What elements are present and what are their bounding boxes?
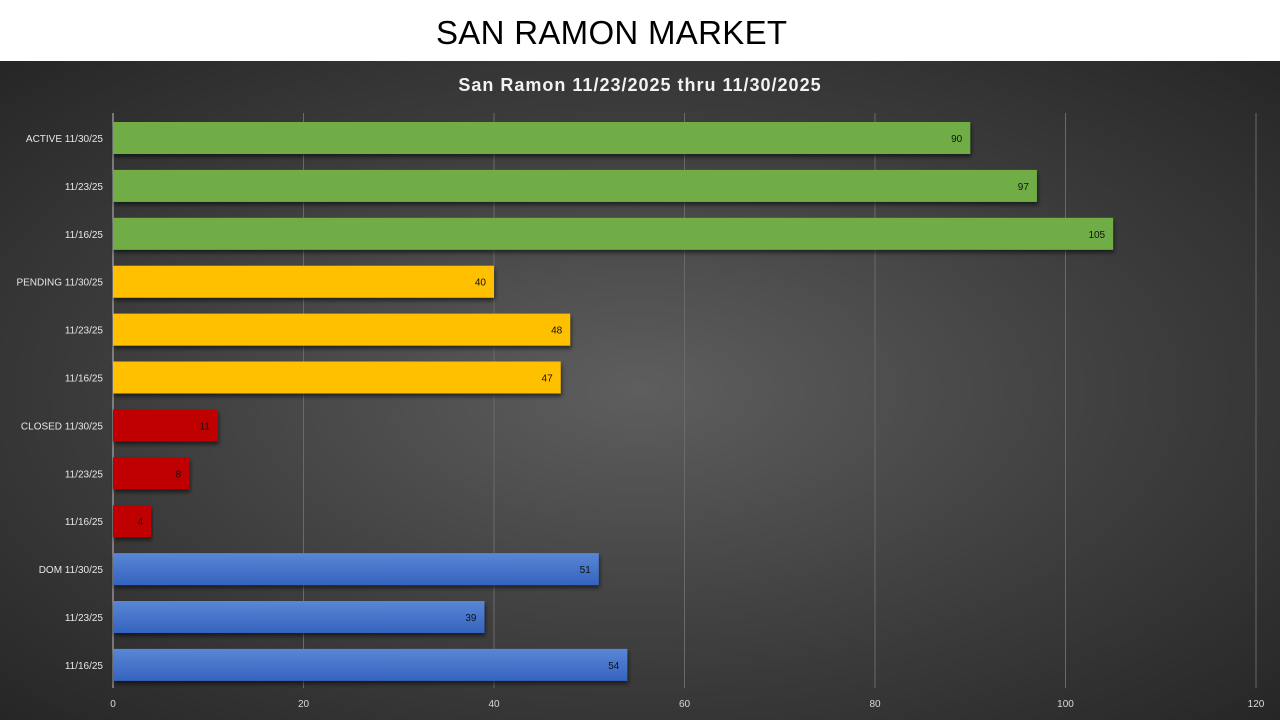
bar-active [113, 169, 1037, 202]
bar-active [113, 122, 971, 154]
x-tick-label: 20 [298, 699, 310, 710]
category-label: 11/23/25 [65, 182, 104, 193]
category-label: ACTIVE 11/30/25 [26, 134, 104, 145]
data-label: 90 [951, 134, 963, 145]
x-tick-label: 0 [110, 699, 116, 710]
bar-chart: San Ramon 11/23/2025 thru 11/30/2025 0 20… [16, 75, 1265, 710]
data-label: 48 [551, 326, 563, 337]
header: SAN RAMON MARKET [0, 0, 1280, 61]
x-tick-label: 40 [488, 699, 500, 710]
bar-closed [113, 457, 190, 490]
data-label: 40 [475, 278, 487, 289]
bar-dom [113, 553, 599, 586]
x-tick-label: 80 [869, 699, 881, 710]
data-label: 105 [1088, 230, 1105, 241]
chart-area: San Ramon 11/23/2025 thru 11/30/2025 0 20… [0, 61, 1280, 720]
data-label: 39 [465, 613, 477, 624]
bar-pending [113, 361, 561, 394]
category-label: 11/23/25 [65, 326, 104, 337]
bar-dom [113, 601, 485, 633]
chart-title: San Ramon 11/23/2025 thru 11/30/2025 [458, 75, 821, 95]
data-label: 97 [1018, 182, 1030, 193]
category-label: 11/23/25 [65, 469, 104, 480]
data-label: 4 [138, 517, 144, 528]
category-label: PENDING 11/30/25 [16, 278, 103, 289]
page-title: SAN RAMON MARKET [436, 14, 788, 51]
data-label: 11 [199, 421, 210, 432]
data-label: 54 [608, 661, 620, 672]
category-label: 11/16/25 [65, 374, 104, 385]
data-label: 8 [176, 469, 182, 480]
data-label: 51 [580, 565, 592, 576]
bar-closed [113, 505, 152, 538]
bar-closed [113, 409, 218, 442]
category-label: 11/16/25 [65, 517, 104, 528]
bar-pending [113, 265, 494, 298]
x-tick-label: 120 [1248, 699, 1265, 710]
bar-active [113, 217, 1114, 250]
category-label: 11/16/25 [65, 230, 104, 241]
x-tick-label: 100 [1057, 699, 1074, 710]
category-label: 11/16/25 [65, 661, 104, 672]
category-label: 11/23/25 [65, 613, 104, 624]
data-label: 47 [542, 374, 554, 385]
category-label: CLOSED 11/30/25 [21, 421, 104, 432]
x-tick-label: 60 [679, 699, 691, 710]
category-label: DOM 11/30/25 [39, 565, 104, 576]
bar-dom [113, 648, 628, 681]
bar-pending [113, 313, 571, 346]
